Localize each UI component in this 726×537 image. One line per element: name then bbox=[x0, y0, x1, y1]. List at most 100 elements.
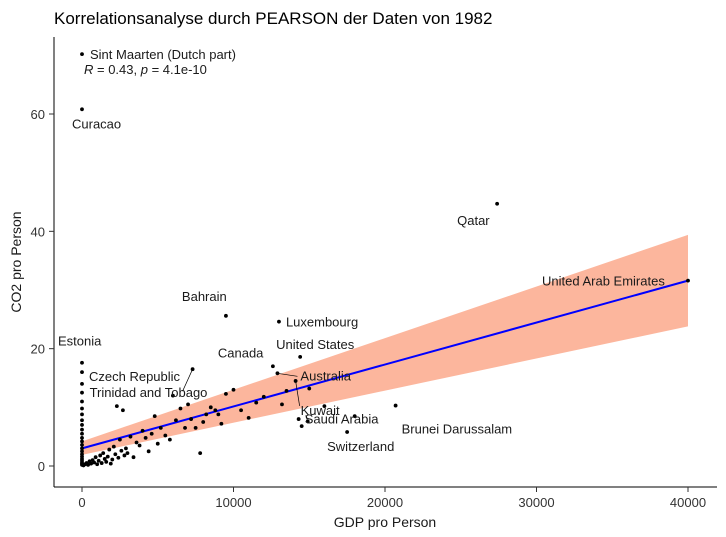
data-point bbox=[114, 404, 119, 409]
chart-title: Korrelationsanalyse durch PEARSON der Da… bbox=[54, 9, 492, 28]
point-label: Brunei Darussalam bbox=[402, 422, 513, 437]
data-point bbox=[186, 402, 190, 407]
x-tick-label: 40000 bbox=[670, 495, 706, 510]
data-point bbox=[239, 408, 243, 413]
data-point bbox=[204, 412, 209, 417]
point-label: Czech Republic bbox=[89, 369, 181, 384]
data-point bbox=[246, 415, 251, 420]
confidence-band bbox=[82, 234, 688, 455]
axis-ticks-layer: 0 10000 20000 30000 40000 0 20 40 60 bbox=[31, 107, 707, 510]
data-point bbox=[80, 446, 84, 451]
point-label: Curacao bbox=[72, 116, 121, 131]
data-point bbox=[134, 440, 139, 445]
data-point bbox=[128, 434, 133, 439]
data-point bbox=[80, 423, 84, 427]
data-point bbox=[104, 459, 109, 464]
point-label: Trinidad and Tobago bbox=[90, 385, 208, 400]
data-point bbox=[80, 399, 84, 404]
labeled-data-point bbox=[345, 430, 350, 434]
data-point bbox=[98, 453, 103, 458]
data-point bbox=[102, 457, 107, 461]
labeled-data-point bbox=[686, 278, 690, 283]
p-value: = 4.1e-10 bbox=[148, 62, 207, 77]
labeled-data-point bbox=[80, 52, 84, 57]
data-point bbox=[152, 414, 157, 419]
y-tick-label: 40 bbox=[31, 224, 45, 239]
data-point bbox=[121, 408, 125, 413]
labeled-data-point bbox=[393, 403, 398, 408]
correlation-annotation: R = 0.43, p = 4.1e-10 bbox=[84, 62, 207, 77]
point-label: Canada bbox=[218, 345, 264, 360]
data-point bbox=[80, 381, 84, 386]
labeled-data-point bbox=[298, 354, 303, 359]
data-point bbox=[86, 462, 90, 467]
data-point bbox=[219, 421, 224, 426]
data-point bbox=[113, 452, 118, 457]
data-point bbox=[80, 442, 84, 447]
labeled-data-point bbox=[80, 360, 84, 365]
data-point bbox=[261, 394, 266, 399]
data-point bbox=[193, 425, 198, 430]
p-label: p bbox=[140, 62, 148, 77]
data-point bbox=[280, 402, 284, 407]
data-point bbox=[80, 418, 84, 423]
data-point bbox=[178, 406, 183, 411]
data-point bbox=[208, 405, 213, 410]
data-point bbox=[108, 461, 113, 466]
data-point bbox=[213, 408, 218, 413]
data-point bbox=[80, 431, 84, 436]
point-label: Switzerland bbox=[327, 439, 394, 454]
y-tick-label: 60 bbox=[31, 107, 45, 122]
label-leader-line bbox=[295, 380, 300, 406]
data-point bbox=[80, 412, 84, 417]
point-label: Australia bbox=[300, 368, 351, 383]
x-tick-label: 10000 bbox=[215, 495, 251, 510]
data-point bbox=[131, 455, 136, 460]
data-point bbox=[95, 462, 100, 467]
label-leader-line bbox=[277, 372, 298, 377]
data-point bbox=[149, 431, 154, 436]
data-point bbox=[119, 448, 124, 453]
data-point bbox=[80, 435, 84, 440]
data-point bbox=[254, 400, 259, 405]
data-point bbox=[322, 404, 327, 409]
x-axis-title: GDP pro Person bbox=[334, 514, 436, 530]
label-leader-line bbox=[305, 415, 309, 422]
labeled-data-point bbox=[495, 201, 500, 206]
data-point bbox=[93, 455, 98, 460]
data-point bbox=[96, 458, 101, 463]
x-tick-label: 20000 bbox=[367, 495, 403, 510]
data-point bbox=[167, 437, 172, 442]
data-point bbox=[143, 435, 148, 440]
data-point bbox=[224, 391, 228, 396]
data-point bbox=[198, 451, 203, 455]
data-points-layer bbox=[80, 52, 690, 468]
data-point bbox=[124, 446, 128, 451]
point-labels-layer: Sint Maarten (Dutch part) Curacao Qatar Uni… bbox=[58, 47, 665, 454]
data-point bbox=[105, 454, 110, 459]
data-point bbox=[231, 387, 236, 392]
data-point bbox=[174, 418, 178, 423]
data-point bbox=[140, 428, 145, 433]
x-tick-label: 0 bbox=[78, 495, 85, 510]
data-point bbox=[80, 427, 84, 432]
labeled-data-point bbox=[224, 313, 228, 318]
point-label: United States bbox=[276, 337, 355, 352]
data-point bbox=[137, 443, 142, 448]
data-point bbox=[296, 417, 301, 421]
data-point bbox=[107, 447, 112, 452]
data-point bbox=[163, 433, 168, 438]
y-tick-label: 0 bbox=[38, 459, 45, 474]
data-point bbox=[155, 441, 160, 446]
data-point bbox=[201, 420, 206, 424]
data-point bbox=[80, 449, 84, 454]
data-point bbox=[80, 390, 84, 395]
data-point bbox=[89, 461, 93, 466]
y-tick-label: 20 bbox=[31, 342, 45, 357]
point-label: Sint Maarten (Dutch part) bbox=[90, 47, 236, 62]
data-point bbox=[110, 457, 115, 462]
labeled-data-point bbox=[270, 364, 275, 369]
labeled-data-point bbox=[80, 107, 84, 112]
data-point bbox=[171, 393, 175, 398]
